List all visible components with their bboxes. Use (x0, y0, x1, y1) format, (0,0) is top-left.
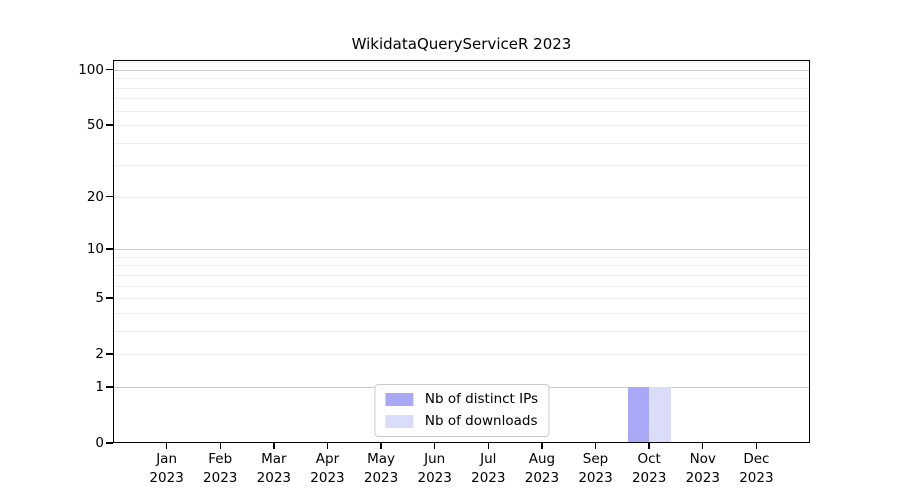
legend: Nb of distinct IPs Nb of downloads (373, 384, 550, 437)
bar-distinct-ips (627, 386, 650, 443)
y-gridline-minor (113, 78, 810, 80)
x-tick (380, 443, 382, 449)
y-gridline-minor (113, 265, 810, 267)
plot-area: Nb of distinct IPs Nb of downloads (113, 60, 810, 443)
x-tick (541, 443, 543, 449)
y-gridline-minor (113, 87, 810, 89)
y-gridline-major (113, 249, 810, 251)
x-tick (755, 443, 758, 449)
x-tick-label: Jul 2023 (471, 451, 506, 486)
x-tick (165, 443, 168, 449)
y-tick-label: 100 (78, 61, 104, 78)
y-gridline-minor (113, 274, 810, 276)
y-gridline-minor (113, 330, 810, 332)
x-tick (433, 443, 436, 449)
legend-entry-distinct-ips: Nb of distinct IPs (384, 391, 539, 407)
y-gridline-minor (113, 142, 810, 144)
y-gridline-minor (113, 312, 810, 314)
legend-label-distinct-ips: Nb of distinct IPs (424, 391, 539, 407)
x-tick (487, 443, 489, 449)
x-tick-label: Apr 2023 (310, 451, 345, 486)
y-tick-label: 2 (95, 346, 104, 363)
y-gridline-major (113, 69, 810, 71)
x-tick-label: Oct 2023 (631, 451, 667, 486)
x-tick-label: Nov 2023 (685, 451, 720, 486)
x-tick (219, 443, 221, 449)
x-tick (594, 443, 597, 449)
y-tick (106, 196, 113, 198)
x-tick-label: Sep 2023 (578, 451, 613, 486)
y-gridline-minor (113, 165, 810, 167)
y-gridline-minor (113, 354, 810, 356)
x-tick-label: Feb 2023 (203, 451, 238, 486)
y-tick-label: 10 (86, 241, 104, 258)
y-tick (106, 297, 113, 299)
y-gridline-minor (113, 256, 810, 258)
y-tick (106, 442, 113, 444)
y-tick-label: 50 (86, 117, 104, 134)
y-tick (106, 353, 113, 355)
y-gridline-minor (113, 285, 810, 287)
x-tick-label: Aug 2023 (524, 451, 560, 486)
chart-title: WikidataQueryServiceR 2023 (351, 35, 572, 53)
y-tick-label: 1 (95, 378, 104, 395)
bar-downloads (649, 386, 671, 443)
legend-label-downloads: Nb of downloads (424, 413, 538, 429)
legend-swatch-downloads (384, 415, 413, 428)
legend-entry-downloads: Nb of downloads (384, 413, 538, 429)
x-tick-label: Dec 2023 (739, 451, 774, 486)
x-tick (273, 443, 275, 449)
y-gridline-minor (113, 298, 810, 300)
x-tick (648, 443, 650, 449)
x-tick-label: May 2023 (363, 451, 399, 486)
y-tick (106, 69, 113, 71)
x-tick-label: Jan 2023 (149, 451, 184, 486)
y-tick-label: 20 (86, 188, 104, 205)
y-tick (106, 386, 113, 388)
y-tick (106, 124, 113, 126)
y-tick-label: 5 (95, 290, 104, 307)
x-tick (326, 443, 329, 449)
y-gridline-minor (113, 62, 810, 64)
y-gridline-minor (113, 196, 810, 198)
y-gridline-minor (113, 98, 810, 100)
x-tick-label: Mar 2023 (256, 451, 292, 486)
y-tick-label: 0 (95, 435, 104, 451)
legend-swatch-distinct-ips (384, 393, 413, 406)
x-tick (702, 443, 704, 449)
x-tick-label: Jun 2023 (417, 451, 452, 486)
y-gridline-minor (113, 125, 810, 127)
y-gridline-minor (113, 110, 810, 112)
y-tick (106, 248, 113, 250)
